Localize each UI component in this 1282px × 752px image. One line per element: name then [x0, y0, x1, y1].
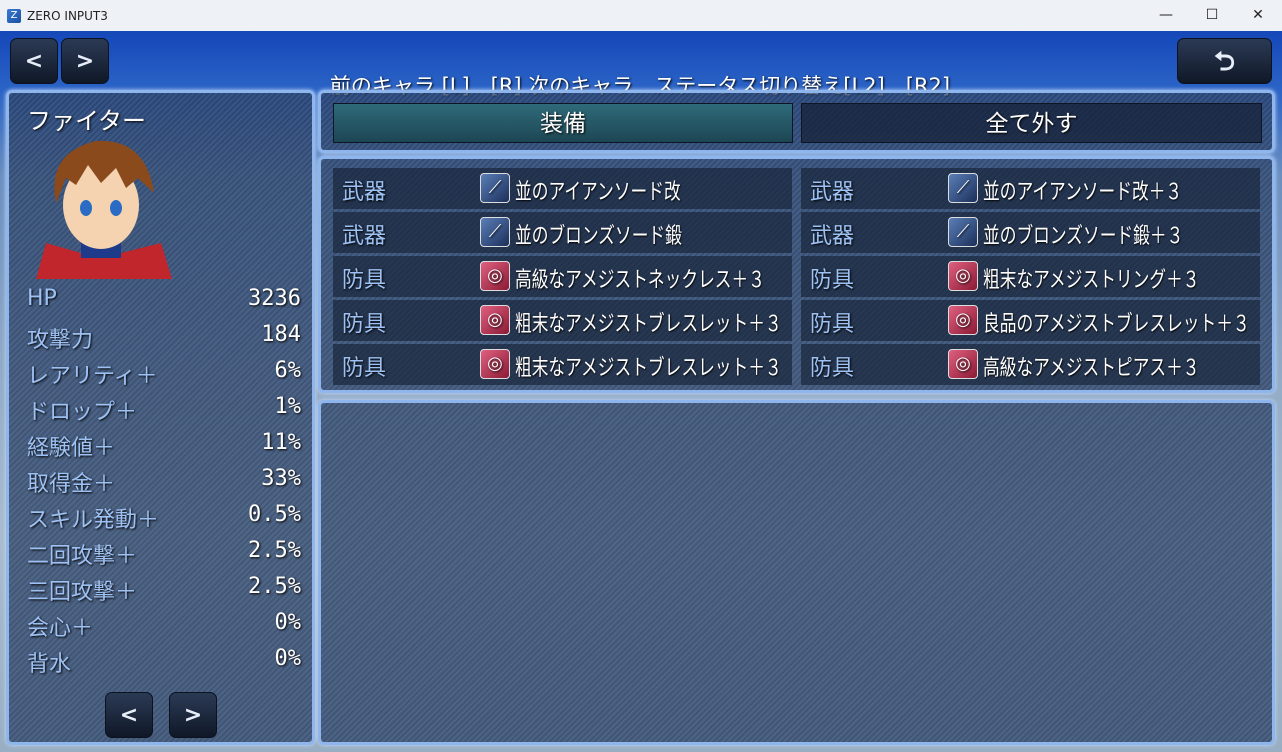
equipment-slot[interactable]: 防具 ◎ 粗末なアメジストブレスレット＋３: [333, 300, 792, 341]
stat-label: 攻撃力: [27, 328, 94, 353]
equipment-slot[interactable]: 防具 ◎ 粗末なアメジストブレスレット＋３: [333, 344, 792, 385]
minimize-button[interactable]: —: [1159, 7, 1173, 23]
stats-page-prev-button[interactable]: <: [105, 692, 153, 738]
stat-label: ドロップ＋: [27, 400, 138, 425]
equipment-slot[interactable]: 防具 ◎ 良品のアメジストブレスレット＋３: [801, 300, 1260, 341]
prev-character-button[interactable]: <: [10, 38, 58, 84]
command-panel: 装備 全て外す: [318, 90, 1275, 153]
stat-row: 背水 0%: [27, 646, 301, 680]
character-portrait: [36, 140, 172, 279]
slot-type: 武器: [810, 180, 855, 205]
stat-label: 経験値＋: [27, 436, 116, 461]
equipment-slot[interactable]: 防具 ◎ 高級なアメジストネックレス＋３: [333, 256, 792, 297]
ring-icon: ◎: [948, 349, 978, 379]
slot-type: 防具: [810, 268, 855, 293]
stat-value: 1%: [274, 394, 302, 419]
character-name: ファイター: [27, 107, 147, 135]
item-name: 並のアイアンソード改: [515, 180, 681, 205]
slot-type: 武器: [342, 224, 387, 249]
stat-value: 0%: [274, 610, 302, 635]
ring-icon: ◎: [480, 349, 510, 379]
item-name: 並のブロンズソード鍛: [515, 224, 682, 249]
item-detail-panel: [318, 400, 1275, 745]
item-name: 粗末なアメジストブレスレット＋３: [515, 312, 782, 337]
stat-row: 三回攻撃＋ 2.5%: [27, 574, 301, 608]
stat-row: 経験値＋ 11%: [27, 430, 301, 464]
stat-row: 二回攻撃＋ 2.5%: [27, 538, 301, 572]
item-name: 並のアイアンソード改＋３: [983, 180, 1183, 205]
slot-type: 防具: [342, 356, 387, 381]
stat-label: HP: [27, 286, 57, 311]
item-name: 粗末なアメジストブレスレット＋３: [515, 356, 782, 381]
item-name: 高級なアメジストネックレス＋３: [515, 268, 765, 293]
stat-value: 2.5%: [248, 574, 301, 599]
back-button[interactable]: ⮌: [1177, 38, 1272, 84]
back-arrow-icon: ⮌: [1214, 47, 1235, 77]
sword-icon: ⟋: [948, 173, 978, 203]
equipment-slot[interactable]: 武器 ⟋ 並のアイアンソード改: [333, 168, 792, 209]
item-name: 高級なアメジストピアス＋３: [983, 356, 1200, 381]
stat-row: レアリティ＋ 6%: [27, 358, 301, 392]
stat-label: 会心＋: [27, 616, 94, 641]
stat-label: 取得金＋: [27, 472, 116, 497]
slot-type: 武器: [342, 180, 387, 205]
stat-label: 三回攻撃＋: [27, 580, 138, 605]
game-screen: < > 前のキャラ [L] [R] 次のキャラ ステータス切り替え[L2] [R…: [0, 31, 1282, 752]
sword-icon: ⟋: [948, 217, 978, 247]
unequip-all-command[interactable]: 全て外す: [801, 103, 1262, 143]
next-character-button[interactable]: >: [61, 38, 109, 84]
equipment-slot[interactable]: 防具 ◎ 粗末なアメジストリング＋３: [801, 256, 1260, 297]
stat-value: 0%: [274, 646, 302, 671]
equipment-slot[interactable]: 防具 ◎ 高級なアメジストピアス＋３: [801, 344, 1260, 385]
equipment-slot[interactable]: 武器 ⟋ 並のアイアンソード改＋３: [801, 168, 1260, 209]
sword-icon: ⟋: [480, 217, 510, 247]
stat-row: 攻撃力 184: [27, 322, 301, 356]
equipment-slot[interactable]: 武器 ⟋ 並のブロンズソード鍛: [333, 212, 792, 253]
stats-page-next-button[interactable]: >: [169, 692, 217, 738]
slot-type: 防具: [810, 312, 855, 337]
app-icon: Z: [7, 8, 21, 23]
stat-label: 二回攻撃＋: [27, 544, 138, 569]
stat-value: 33%: [261, 466, 301, 491]
window-titlebar: Z ZERO INPUT3 — ☐ ✕: [0, 0, 1282, 31]
character-status-panel: ファイター HP 3236 攻撃力 184 レアリティ＋ 6% ドロップ＋ 1% 経験値＋ 11%…: [6, 90, 315, 745]
stat-value: 2.5%: [248, 538, 301, 563]
item-name: 粗末なアメジストリング＋３: [983, 268, 1200, 293]
equip-command[interactable]: 装備: [333, 103, 793, 143]
stat-value: 6%: [274, 358, 302, 383]
stat-row: ドロップ＋ 1%: [27, 394, 301, 428]
slot-type: 防具: [342, 268, 387, 293]
stat-row: スキル発動＋ 0.5%: [27, 502, 301, 536]
item-name: 並のブロンズソード鍛＋３: [983, 224, 1184, 249]
ring-icon: ◎: [948, 305, 978, 335]
stat-label: レアリティ＋: [27, 364, 158, 389]
equipment-slot[interactable]: 武器 ⟋ 並のブロンズソード鍛＋３: [801, 212, 1260, 253]
slot-type: 防具: [342, 312, 387, 337]
slot-type: 武器: [810, 224, 855, 249]
stat-row: 取得金＋ 33%: [27, 466, 301, 500]
close-button[interactable]: ✕: [1252, 7, 1264, 23]
stat-value: 3236: [248, 286, 301, 311]
sword-icon: ⟋: [480, 173, 510, 203]
stat-row: 会心＋ 0%: [27, 610, 301, 644]
stat-label: 背水: [27, 652, 72, 677]
stat-value: 0.5%: [248, 502, 301, 527]
slot-type: 防具: [810, 356, 855, 381]
item-name: 良品のアメジストブレスレット＋３: [983, 312, 1250, 337]
stat-row: HP 3236: [27, 286, 301, 320]
equipment-slot-panel: 武器 ⟋ 並のアイアンソード改 武器 ⟋ 並のアイアンソード改＋３ 武器 ⟋ 並のブロンズソード…: [318, 156, 1275, 393]
ring-icon: ◎: [480, 261, 510, 291]
ring-icon: ◎: [480, 305, 510, 335]
stat-label: スキル発動＋: [27, 508, 160, 533]
stat-value: 184: [261, 322, 301, 347]
stat-value: 11%: [261, 430, 301, 455]
window-title: ZERO INPUT3: [27, 8, 108, 23]
ring-icon: ◎: [948, 261, 978, 291]
maximize-button[interactable]: ☐: [1205, 7, 1219, 23]
